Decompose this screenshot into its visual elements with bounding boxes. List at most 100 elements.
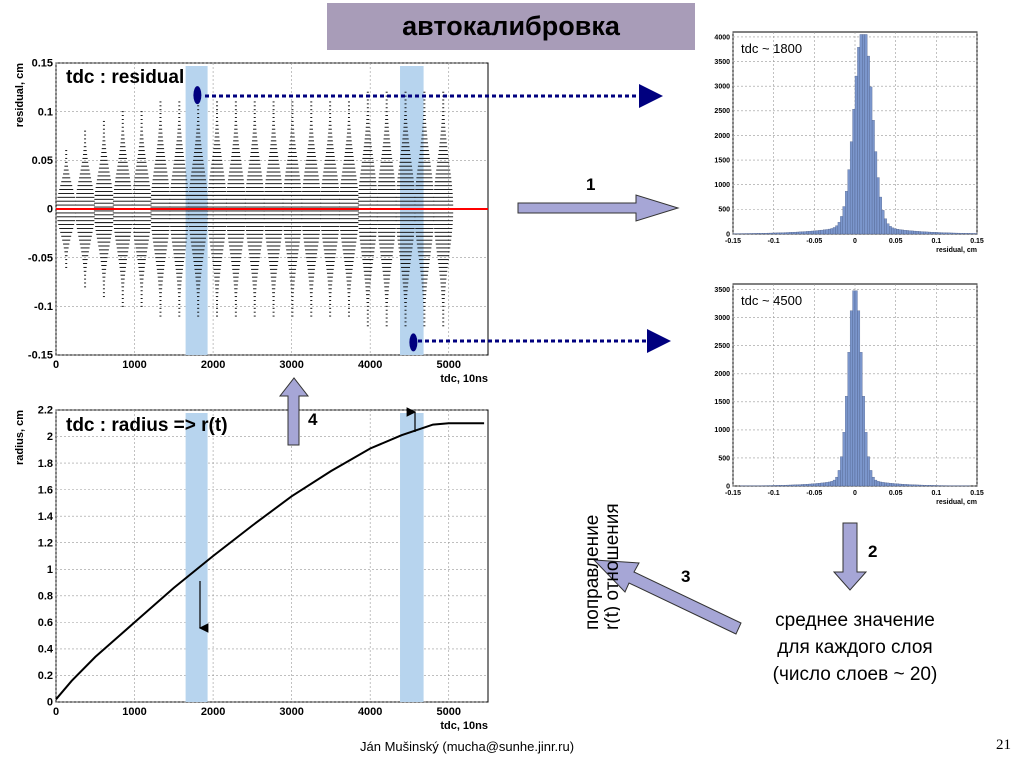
hist1800-bar [764, 233, 768, 235]
hist4500-xtick-label: 0.1 [931, 490, 941, 497]
summary-text: среднее значение для каждого слоя (число… [740, 607, 970, 688]
hist1800-bar [845, 191, 848, 235]
hist1800-bar [937, 232, 941, 235]
hist1800-bar [757, 233, 760, 235]
hist4500-chart-title: tdc ~ 4500 [741, 293, 802, 308]
residual-ytick-label: -0.05 [28, 252, 53, 264]
hist1800-bar [884, 218, 887, 235]
hist1800-bar [862, 34, 865, 235]
hist1800-ytick-label: 0 [726, 231, 730, 238]
summary-line-1: среднее значение [775, 610, 935, 631]
hist4500-bar [891, 483, 895, 487]
hist1800-bar [910, 230, 914, 235]
hist4500-bar [791, 484, 795, 487]
hist1800-bar [903, 230, 907, 235]
hist4500-ytick-label: 1500 [714, 399, 730, 406]
hist1800-bar [815, 230, 819, 235]
hist1800-bar [918, 231, 922, 235]
hist4500-bar [796, 484, 800, 487]
hist1800-bar [767, 232, 770, 235]
hist1800-ytick-label: 1500 [714, 157, 730, 164]
hist1800-bar [840, 216, 843, 235]
hist1800-bar [959, 233, 963, 235]
hist1800-bar [813, 230, 817, 235]
step-3-label: 3 [681, 567, 690, 586]
hist1800-bar [925, 231, 929, 235]
hist4500-bar [798, 484, 802, 487]
residual-ytick-label: -0.15 [28, 350, 53, 362]
radius-ytick-label: 0.6 [38, 617, 53, 629]
radius-line-chart: 0 1000 2000 3000 4000 5000 2.2 2 1.8 1.6 1.4 1.2 1 0.… [14, 405, 489, 732]
hist1800-xtick-label: -0.15 [725, 238, 741, 245]
hist1800-bar [810, 230, 814, 235]
hist1800-bar [923, 231, 926, 235]
radius-ytick-label: 0 [47, 697, 53, 709]
hist4500-bar [925, 485, 929, 487]
hist4500-xtick-label: -0.05 [806, 490, 822, 497]
hist4500-bar [898, 483, 902, 487]
radius-ytick-label: 0.4 [38, 644, 54, 656]
hist1800-bar [876, 177, 880, 235]
radius-ytick-label: 2.2 [38, 405, 53, 417]
hist1800-bar [945, 232, 948, 235]
hist4500-ytick-label: 2500 [714, 343, 730, 350]
hist1800-bar [774, 232, 778, 235]
radius-ytick-label: 1.6 [38, 484, 53, 496]
hist1800-xtick-label: 0 [853, 238, 857, 245]
hist1800-bar [832, 227, 836, 235]
hist4500-bar [810, 483, 814, 487]
hist1800-bar [752, 233, 756, 235]
hist4500-bar [910, 484, 914, 487]
hist1800-ytick-label: 3000 [714, 84, 730, 91]
hist1800-bar [871, 120, 875, 235]
hist1800-bar [771, 232, 775, 235]
vertical-caption-line-1: поправление [582, 515, 603, 630]
hist1800-bar [786, 232, 790, 235]
hist1800-bar [830, 228, 834, 235]
hist1800-bar [837, 222, 841, 235]
slide-title: автокалибровка [327, 3, 695, 50]
hist4500-ytick-label: 3000 [714, 315, 730, 322]
radius-xtick-label: 0 [53, 706, 59, 718]
hist1800-xtick-label: -0.05 [806, 238, 822, 245]
hist4500-bar [862, 396, 865, 487]
hist4500-ytick-label: 2000 [714, 371, 730, 378]
hist1800-bar [791, 232, 795, 235]
residual-xtick-label: 4000 [358, 359, 382, 371]
hist4500-bar [869, 470, 873, 487]
hist4500-bar [913, 484, 917, 487]
hist4500-bar [857, 310, 861, 487]
hist4500-xtick-label: 0.15 [970, 490, 984, 497]
hist1800-xtick-label: 0.15 [970, 238, 984, 245]
residual-ylabel: residual, cm [14, 63, 26, 127]
hist4500-bar [935, 485, 939, 487]
hist1800-bar [847, 169, 851, 235]
hist1800-bar [779, 232, 782, 235]
hist4500-bar [871, 476, 875, 487]
hist1800-ytick-label: 4000 [714, 34, 730, 41]
hist1800-bar [801, 231, 804, 235]
residual-selected-marker [193, 86, 202, 105]
hist4500-bar [786, 484, 790, 487]
hist4500-bar [828, 481, 831, 487]
hist4500-bar [923, 485, 926, 487]
hist4500-bar [896, 483, 900, 487]
radius-ytick-label: 1.4 [38, 511, 54, 523]
residual-ytick-label: -0.1 [34, 301, 53, 313]
hist4500-bar [840, 456, 843, 487]
hist1800-bar [793, 231, 797, 235]
residual-xtick-label: 5000 [436, 359, 460, 371]
residual-highlight-band [400, 66, 424, 355]
hist4500-xlabel: residual, cm [936, 499, 977, 506]
hist4500-bar [815, 483, 819, 487]
hist1800-bar [908, 230, 912, 235]
hist4500-bar [864, 432, 868, 487]
hist4500-bar [793, 484, 797, 487]
step-1-arrow [517, 194, 680, 222]
hist1800-bar [869, 86, 873, 235]
hist4500-bar [776, 485, 780, 487]
hist4500-bar [854, 290, 858, 487]
hist4500-bar [788, 484, 792, 487]
hist1800-bar [920, 231, 924, 235]
